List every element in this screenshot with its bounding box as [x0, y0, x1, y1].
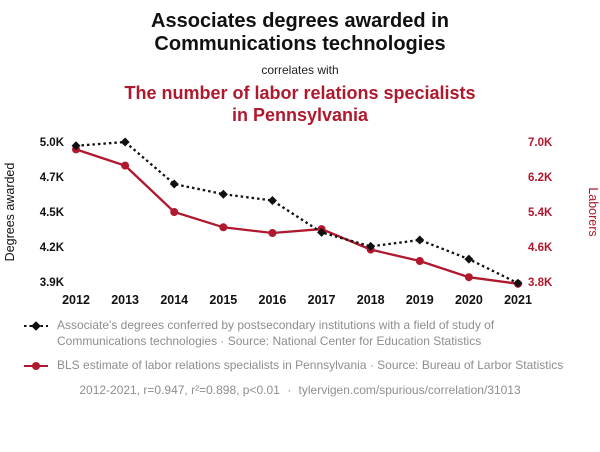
right-axis-tick: 5.4K: [528, 207, 553, 219]
diamond-marker: [267, 196, 277, 206]
footer-separator: ·: [287, 382, 292, 397]
diamond-marker: [366, 242, 376, 252]
page-title: Associates degrees awarded in Communicat…: [151, 10, 449, 55]
x-axis-tick: 2021: [504, 293, 532, 307]
legend-item-laborers: BLS estimate of labor relations speciali…: [24, 358, 576, 374]
x-axis-tick: 2013: [111, 293, 139, 307]
circle-marker: [415, 257, 424, 266]
right-axis-tick: 7.0K: [528, 137, 553, 149]
footer: 2012-2021, r=0.947, r²=0.898, p<0.01 · t…: [0, 383, 600, 397]
diamond-marker: [218, 189, 228, 199]
left-axis-tick: 4.5K: [40, 207, 65, 219]
x-axis-tick: 2014: [160, 293, 188, 307]
diamond-marker: [317, 228, 327, 238]
diamond-marker: [169, 179, 179, 189]
diamond-marker: [71, 141, 81, 151]
circle-marker: [219, 223, 228, 232]
legend-item-degrees: Associate's degrees conferred by postsec…: [24, 318, 576, 349]
black-dotted-diamond-marker-icon: [24, 321, 48, 331]
right-axis-tick: 3.8K: [528, 277, 553, 289]
x-axis-tick: 2018: [357, 293, 385, 307]
left-axis-tick: 4.2K: [40, 242, 65, 254]
x-axis-tick: 2012: [62, 293, 90, 307]
right-series-line: [75, 148, 519, 286]
correlated-variable-title: The number of labor relations specialist…: [124, 83, 476, 125]
spurious-correlation-page: Associates degrees awarded in Communicat…: [0, 0, 600, 397]
correlation-chart: 5.0K 4.7K 4.5K 4.2K 3.9K 7.0K 6.2K 5.4K 4.6K 3.8K…: [3, 137, 600, 307]
circle-marker: [170, 208, 179, 217]
chart-header: Associates degrees awarded in Communicat…: [0, 0, 600, 126]
diamond-marker: [120, 137, 130, 147]
right-axis-tick: 6.2K: [528, 172, 553, 184]
circle-marker: [464, 273, 473, 282]
left-axis-tick: 3.9K: [40, 277, 65, 289]
x-axis-tick: 2016: [259, 293, 287, 307]
diamond-marker: [415, 235, 425, 245]
diamond-marker: [464, 254, 474, 264]
circle-marker: [121, 161, 130, 170]
correlates-with-label: correlates with: [261, 63, 339, 77]
left-series-line: [75, 141, 519, 285]
x-axis-tick: 2015: [209, 293, 237, 307]
x-axis-tick: 2020: [455, 293, 483, 307]
diamond-marker: [513, 278, 523, 288]
stats-summary: 2012-2021, r=0.947, r²=0.898, p<0.01: [79, 382, 280, 397]
left-axis-title: Degrees awarded: [3, 163, 17, 262]
right-axis-tick: 4.6K: [528, 242, 553, 254]
circle-marker: [268, 229, 277, 238]
right-axis-title: Laborers: [586, 188, 600, 237]
legend-label-degrees: Associate's degrees conferred by postsec…: [57, 318, 495, 348]
left-axis-tick: 5.0K: [40, 137, 65, 149]
x-axis-tick: 2019: [406, 293, 434, 307]
x-axis-tick: 2017: [308, 293, 336, 307]
legend-label-laborers: BLS estimate of labor relations speciali…: [57, 358, 564, 373]
red-line-circle-marker-icon: [24, 362, 48, 371]
source-link[interactable]: tylervigen.com/spurious/correlation/3101…: [298, 382, 521, 397]
left-axis-tick: 4.7K: [40, 172, 65, 184]
legend: Associate's degrees conferred by postsec…: [0, 314, 600, 374]
